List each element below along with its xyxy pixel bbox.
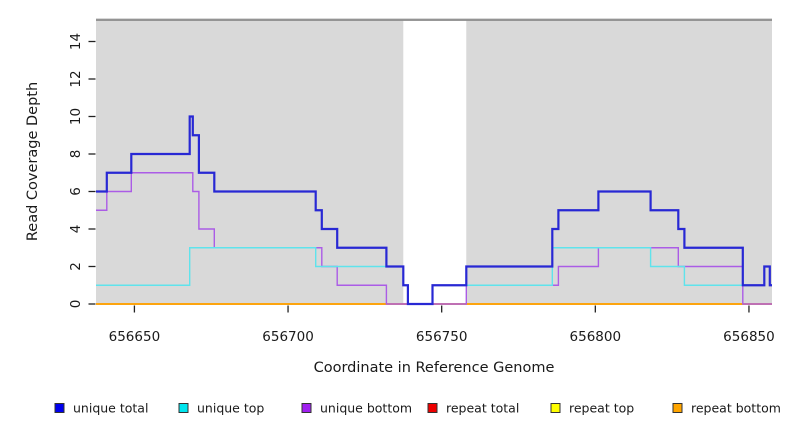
y-axis-tick-label: 8 <box>68 150 84 159</box>
y-axis-tick-label: 2 <box>68 262 84 271</box>
y-axis-tick-label: 0 <box>68 300 84 309</box>
legend-label-repeat-total: repeat total <box>446 401 519 416</box>
legend-label-unique-total: unique total <box>73 401 148 416</box>
legend-label-unique-bottom: unique bottom <box>320 401 412 416</box>
legend-label-unique-top: unique top <box>197 401 264 416</box>
y-axis-title: Read Coverage Depth <box>25 82 41 241</box>
legend-swatch-unique-total <box>54 403 65 413</box>
x-axis-tick-label: 656650 <box>109 329 161 345</box>
series-unique-total-line <box>96 115 772 306</box>
y-axis-tick-label: 12 <box>68 70 84 87</box>
legend-swatch-repeat-bottom <box>672 403 683 413</box>
legend-swatch-repeat-total <box>427 403 438 413</box>
legend-swatch-unique-bottom <box>301 403 312 413</box>
legend-label-repeat-top: repeat top <box>569 401 634 416</box>
highlight-band <box>403 20 467 304</box>
y-axis-tick-label: 14 <box>68 33 84 50</box>
x-axis-tick-label: 656700 <box>262 329 314 345</box>
legend-swatch-repeat-top <box>550 403 561 413</box>
y-axis-tick-label: 4 <box>68 225 84 234</box>
x-axis-tick-label: 656850 <box>723 329 775 345</box>
x-axis-title: Coordinate in Reference Genome <box>314 360 555 376</box>
y-axis-tick-label: 6 <box>68 187 84 196</box>
y-axis-tick-label: 10 <box>68 108 84 125</box>
x-axis-tick-label: 656800 <box>570 329 622 345</box>
legend-label-repeat-bottom: repeat bottom <box>691 401 781 416</box>
legend-swatch-unique-top <box>178 403 189 413</box>
x-axis-tick-label: 656750 <box>416 329 468 345</box>
